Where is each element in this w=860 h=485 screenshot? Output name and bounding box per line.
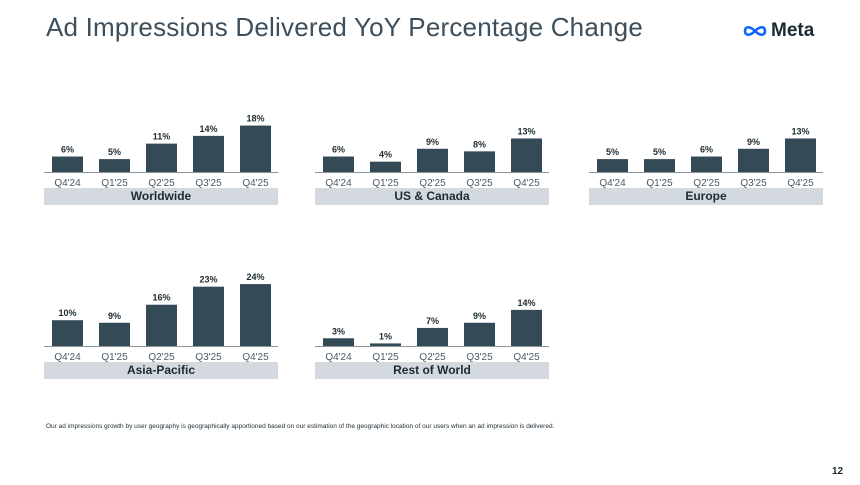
- data-label: 11%: [153, 132, 171, 142]
- chart-svg: 10% Q4'24 9% Q1'25 16% Q2'25 23% Q3'25 24% Q4'25: [44, 272, 278, 362]
- x-tick-label: Q4'25: [787, 178, 814, 188]
- data-label: 6%: [332, 145, 345, 155]
- bar: [464, 322, 495, 346]
- data-label: 7%: [426, 316, 439, 326]
- bar: [691, 156, 722, 172]
- bar: [99, 159, 130, 172]
- chart-worldwide: 6% Q4'24 5% Q1'25 11% Q2'25 14% Q3'25 18% Q4'25 W…: [44, 92, 284, 217]
- page-number: 12: [832, 466, 844, 477]
- data-label: 5%: [108, 147, 121, 157]
- data-label: 3%: [332, 326, 345, 336]
- chart-europe: 5% Q4'24 5% Q1'25 6% Q2'25 9% Q3'25 13% Q4'25 Eur…: [589, 92, 829, 217]
- x-tick-label: Q2'25: [148, 352, 175, 362]
- bar: [417, 148, 448, 172]
- chart-svg: 3% Q4'24 1% Q1'25 7% Q2'25 9% Q3'25 14% Q4'25: [315, 298, 549, 362]
- data-label: 18%: [246, 114, 264, 124]
- chart-svg: 6% Q4'24 5% Q1'25 11% Q2'25 14% Q3'25 18% Q4'25: [44, 114, 278, 188]
- x-tick-label: Q4'25: [513, 352, 540, 362]
- chart-rest-of-world: 3% Q4'24 1% Q1'25 7% Q2'25 9% Q3'25 14% Q4'25 Res…: [315, 266, 555, 391]
- chart-asia-pacific: 10% Q4'24 9% Q1'25 16% Q2'25 23% Q3'25 24% Q4'25 …: [44, 266, 284, 391]
- bar: [99, 322, 130, 346]
- x-tick-label: Q2'25: [148, 178, 175, 188]
- chart-title: Worldwide: [44, 188, 278, 205]
- chart-us-canada: 6% Q4'24 4% Q1'25 9% Q2'25 8% Q3'25 13% Q4'25 US …: [315, 92, 555, 217]
- x-tick-label: Q3'25: [466, 352, 493, 362]
- x-tick-label: Q3'25: [466, 178, 493, 188]
- bar: [193, 286, 224, 346]
- data-label: 9%: [473, 311, 486, 321]
- bar: [464, 151, 495, 172]
- x-tick-label: Q4'24: [54, 178, 81, 188]
- x-tick-label: Q2'25: [419, 352, 446, 362]
- bar: [370, 343, 401, 346]
- data-label: 14%: [199, 124, 217, 134]
- x-tick-label: Q1'25: [372, 178, 399, 188]
- x-tick-label: Q1'25: [372, 352, 399, 362]
- page-title: Ad Impressions Delivered YoY Percentage …: [46, 12, 643, 42]
- bar: [511, 138, 542, 172]
- x-tick-label: Q3'25: [195, 178, 222, 188]
- chart-svg: 5% Q4'24 5% Q1'25 6% Q2'25 9% Q3'25 13% Q4'25: [589, 126, 823, 188]
- x-tick-label: Q3'25: [195, 352, 222, 362]
- x-tick-label: Q4'25: [513, 178, 540, 188]
- bar: [370, 161, 401, 172]
- x-tick-label: Q1'25: [101, 352, 128, 362]
- bar: [240, 284, 271, 346]
- bar: [52, 320, 83, 346]
- data-label: 9%: [426, 137, 439, 147]
- x-tick-label: Q4'25: [242, 178, 269, 188]
- bar: [597, 159, 628, 172]
- data-label: 24%: [246, 272, 264, 282]
- chart-title: Europe: [589, 188, 823, 205]
- meta-logo-text: Meta: [771, 20, 815, 41]
- x-tick-label: Q4'24: [325, 178, 352, 188]
- x-tick-label: Q2'25: [693, 178, 720, 188]
- data-label: 9%: [108, 311, 121, 321]
- data-label: 23%: [199, 275, 217, 285]
- bar: [785, 138, 816, 172]
- bar: [644, 159, 675, 172]
- data-label: 6%: [700, 145, 713, 155]
- bar: [193, 135, 224, 172]
- bar: [323, 338, 354, 346]
- x-tick-label: Q1'25: [646, 178, 673, 188]
- x-tick-label: Q3'25: [740, 178, 767, 188]
- x-tick-label: Q4'24: [599, 178, 626, 188]
- bar: [738, 148, 769, 172]
- x-tick-label: Q4'24: [325, 352, 352, 362]
- meta-logo: Meta: [742, 20, 814, 42]
- bar: [146, 143, 177, 172]
- data-label: 10%: [58, 308, 76, 318]
- data-label: 4%: [379, 150, 392, 160]
- chart-title: Rest of World: [315, 362, 549, 379]
- x-tick-label: Q4'24: [54, 352, 81, 362]
- x-tick-label: Q2'25: [419, 178, 446, 188]
- data-label: 5%: [653, 147, 666, 157]
- data-label: 9%: [747, 137, 760, 147]
- chart-title: Asia-Pacific: [44, 362, 278, 379]
- meta-infinity-icon: [743, 25, 767, 37]
- chart-svg: 6% Q4'24 4% Q1'25 9% Q2'25 8% Q3'25 13% Q4'25: [315, 126, 549, 188]
- bar: [146, 304, 177, 346]
- x-tick-label: Q1'25: [101, 178, 128, 188]
- data-label: 5%: [606, 147, 619, 157]
- data-label: 13%: [791, 126, 809, 136]
- data-label: 13%: [517, 126, 535, 136]
- bar: [52, 156, 83, 172]
- bar: [417, 327, 448, 346]
- data-label: 16%: [152, 293, 170, 303]
- bar: [240, 125, 271, 172]
- bar: [511, 309, 542, 346]
- x-tick-label: Q4'25: [242, 352, 269, 362]
- data-label: 8%: [473, 139, 486, 149]
- chart-title: US & Canada: [315, 188, 549, 205]
- data-label: 1%: [379, 331, 392, 341]
- data-label: 14%: [517, 298, 535, 308]
- data-label: 6%: [61, 145, 74, 155]
- bar: [323, 156, 354, 172]
- footnote: Our ad impressions growth by user geogra…: [46, 423, 555, 430]
